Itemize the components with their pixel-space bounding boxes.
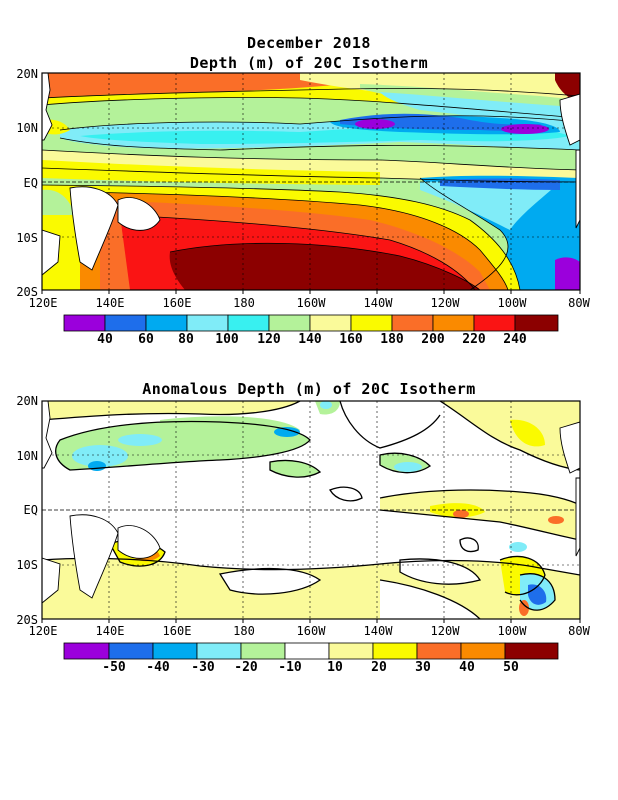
top-colorbar-label: 200 [421, 332, 445, 347]
bottom-lat-label-10s: 10S [16, 558, 38, 572]
top-colorbar-label: 100 [215, 332, 239, 347]
top-colorbar-swatch [145, 314, 188, 332]
top-colorbar-label: 60 [138, 332, 154, 347]
top-colorbar-label: 120 [257, 332, 281, 347]
bottom-colorbar-swatch [196, 642, 242, 660]
bottom-colorbar-label: 30 [415, 660, 431, 675]
top-colorbar-label: 40 [97, 332, 113, 347]
bottom-colorbar-swatch [504, 642, 559, 660]
top-colorbar-swatch [391, 314, 434, 332]
bottom-lon-label: 140W [363, 624, 393, 638]
bottom-colorbar-label: 10 [327, 660, 343, 675]
top-colorbar-swatch [268, 314, 311, 332]
top-lon-label: 80W [568, 296, 590, 310]
top-colorbar-label: 160 [339, 332, 363, 347]
top-lat-label-20s: 20S [16, 285, 38, 299]
bottom-lat-label-20s: 20S [16, 613, 38, 627]
bottom-map-frame [41, 400, 581, 620]
bottom-colorbar-swatch [416, 642, 462, 660]
top-map-title-line1: December 2018 [247, 34, 371, 52]
bottom-lon-label: 160W [296, 624, 326, 638]
bottom-colorbar [63, 642, 559, 660]
top-colorbar-swatch [432, 314, 475, 332]
top-lon-label: 140W [363, 296, 393, 310]
bottom-colorbar-label: 50 [503, 660, 519, 675]
top-lon-label: 140E [95, 296, 125, 310]
bottom-colorbar-swatch [108, 642, 154, 660]
top-colorbar-label: 180 [380, 332, 404, 347]
bottom-lon-label: 120W [430, 624, 460, 638]
top-colorbar-swatch [350, 314, 393, 332]
bottom-anomaly-map [42, 401, 580, 619]
bottom-lon-label: 180 [233, 624, 255, 638]
top-lon-label: 160W [296, 296, 326, 310]
top-lon-label: 120E [28, 296, 58, 310]
top-colorbar-swatch [63, 314, 106, 332]
top-lat-label-eq: EQ [23, 176, 38, 190]
top-colorbar-swatch [104, 314, 147, 332]
bottom-lon-label: 120E [28, 624, 58, 638]
bottom-colorbar-label: 40 [459, 660, 475, 675]
bottom-map-title: Anomalous Depth (m) of 20C Isotherm [142, 380, 476, 398]
top-lat-label-10s: 10S [16, 231, 38, 245]
top-lon-label: 100W [497, 296, 527, 310]
top-lat-label-20n: 20N [16, 67, 38, 81]
bottom-colorbar-label: 20 [371, 660, 387, 675]
top-colorbar [63, 314, 559, 332]
top-colorbar-swatch [227, 314, 270, 332]
bottom-colorbar-label: -20 [234, 660, 258, 675]
top-map-frame [41, 72, 581, 291]
top-map-title-line2: Depth (m) of 20C Isotherm [189, 54, 429, 72]
bottom-colorbar-swatch [240, 642, 286, 660]
bottom-colorbar-swatch [372, 642, 418, 660]
top-depth-map [42, 73, 580, 290]
bottom-colorbar-swatch [328, 642, 374, 660]
top-lon-label: 180 [233, 296, 255, 310]
bottom-colorbar-label: -50 [102, 660, 126, 675]
top-colorbar-label: 240 [503, 332, 527, 347]
bottom-lat-label-eq: EQ [23, 503, 38, 517]
bottom-lon-label: 100W [497, 624, 527, 638]
top-colorbar-swatch [473, 314, 516, 332]
top-colorbar-label: 140 [298, 332, 322, 347]
top-lat-label-10n: 10N [16, 121, 38, 135]
top-lon-label: 120W [430, 296, 460, 310]
bottom-lon-label: 140E [95, 624, 125, 638]
top-colorbar-label: 220 [462, 332, 486, 347]
bottom-lat-label-20n: 20N [16, 394, 38, 408]
bottom-colorbar-label: -40 [146, 660, 170, 675]
top-colorbar-swatch [514, 314, 559, 332]
bottom-colorbar-label: -10 [278, 660, 302, 675]
bottom-colorbar-swatch [460, 642, 506, 660]
bottom-lon-label: 160E [162, 624, 192, 638]
bottom-lat-label-10n: 10N [16, 449, 38, 463]
bottom-colorbar-swatch [152, 642, 198, 660]
bottom-lon-label: 80W [568, 624, 590, 638]
bottom-colorbar-swatch [284, 642, 330, 660]
bottom-colorbar-swatch [63, 642, 110, 660]
top-colorbar-label: 80 [178, 332, 194, 347]
top-colorbar-swatch [309, 314, 352, 332]
top-colorbar-swatch [186, 314, 229, 332]
top-lon-label: 160E [162, 296, 192, 310]
bottom-colorbar-label: -30 [191, 660, 215, 675]
